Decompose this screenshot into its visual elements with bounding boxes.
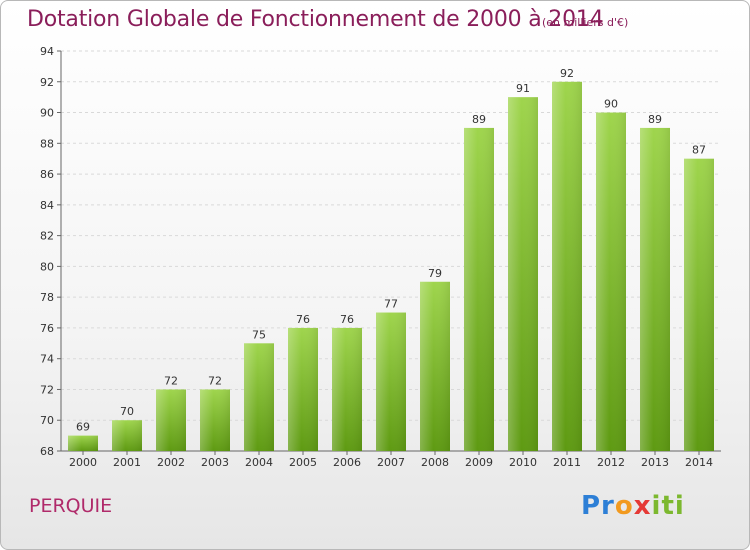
y-tick-label: 86	[40, 168, 54, 181]
x-tick-label: 2000	[69, 456, 97, 469]
data-label: 72	[208, 374, 222, 387]
data-label: 76	[296, 313, 310, 326]
y-tick-label: 72	[40, 383, 54, 396]
bar-highlight	[508, 97, 538, 452]
bar-highlight	[68, 435, 98, 451]
bar-highlight	[200, 389, 230, 451]
data-label: 77	[384, 298, 398, 311]
bar-highlight	[420, 281, 450, 451]
x-tick-label: 2004	[245, 456, 273, 469]
data-label: 87	[692, 144, 706, 157]
bar-highlight	[684, 158, 714, 451]
tick-labels: 68 70 72 74 76 78 80 82 84 86 88 90 92 94 2000 2001 2002…	[40, 45, 713, 469]
data-label: 69	[76, 421, 90, 434]
x-tick-label: 2006	[333, 456, 361, 469]
y-tick-label: 90	[40, 107, 54, 120]
bars	[68, 81, 714, 452]
logo-part: iti	[651, 491, 685, 521]
proxiti-logo: Proxiti	[581, 491, 685, 521]
bar-highlight	[156, 389, 186, 451]
bar-highlight	[332, 327, 362, 451]
y-tick-label: 70	[40, 414, 54, 427]
data-label: 72	[164, 374, 178, 387]
x-tick-label: 2010	[509, 456, 537, 469]
bar-highlight	[376, 312, 406, 451]
data-label: 75	[252, 328, 266, 341]
logo-part: o	[614, 491, 634, 521]
bar-highlight	[288, 327, 318, 451]
x-tick-label: 2012	[597, 456, 625, 469]
y-tick-label: 68	[40, 445, 54, 458]
x-tick-label: 2003	[201, 456, 229, 469]
x-tick-label: 2013	[641, 456, 669, 469]
chart-title: Dotation Globale de Fonctionnement de 20…	[27, 7, 604, 32]
y-tick-label: 82	[40, 230, 54, 243]
y-tick-label: 94	[40, 45, 54, 58]
commune-name: PERQUIE	[29, 495, 113, 517]
x-tick-label: 2001	[113, 456, 141, 469]
data-label: 76	[340, 313, 354, 326]
bar-highlight	[112, 420, 142, 451]
bar-highlight	[244, 343, 274, 451]
y-tick-label: 74	[40, 353, 54, 366]
logo-part: x	[633, 491, 652, 521]
bar-highlight	[552, 81, 582, 452]
x-tick-label: 2005	[289, 456, 317, 469]
data-label: 89	[648, 113, 662, 126]
data-label: 91	[516, 82, 530, 95]
x-tick-label: 2009	[465, 456, 493, 469]
logo-part: Pr	[581, 491, 615, 521]
bar-highlight	[640, 127, 670, 451]
x-tick-label: 2014	[685, 456, 713, 469]
y-tick-label: 80	[40, 260, 54, 273]
x-tick-label: 2011	[553, 456, 581, 469]
data-label: 92	[560, 67, 574, 80]
data-label: 89	[472, 113, 486, 126]
y-tick-label: 88	[40, 137, 54, 150]
x-tick-label: 2007	[377, 456, 405, 469]
chart-subtitle: (en milliers d'€)	[542, 16, 629, 29]
y-tick-label: 76	[40, 322, 54, 335]
bar-highlight	[596, 112, 626, 452]
data-label: 70	[120, 405, 134, 418]
y-tick-label: 84	[40, 199, 54, 212]
y-tick-label: 78	[40, 291, 54, 304]
x-tick-label: 2008	[421, 456, 449, 469]
data-label: 90	[604, 98, 618, 111]
x-tick-label: 2002	[157, 456, 185, 469]
bar-highlight	[464, 127, 494, 451]
y-tick-label: 92	[40, 76, 54, 89]
data-label: 79	[428, 267, 442, 280]
data-labels: 69 70 72 72 75 76 76 77 79 89 91 92 90 89 87	[76, 67, 706, 434]
